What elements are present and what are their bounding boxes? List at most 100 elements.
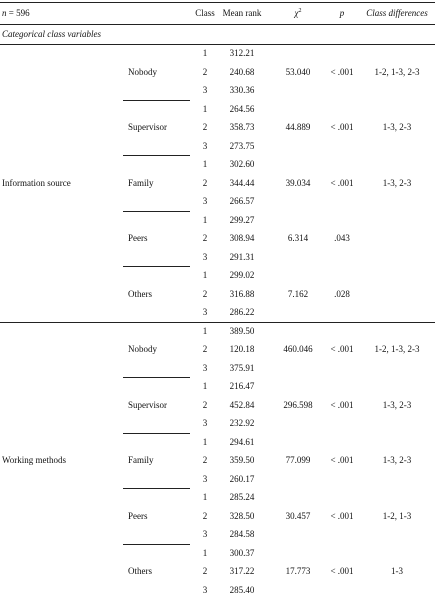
item-label: Family bbox=[128, 455, 154, 466]
mean-rank-cell: 120.18 bbox=[229, 344, 255, 355]
mean-rank-cell: 300.37 bbox=[229, 547, 255, 558]
class-cell: 2 bbox=[202, 399, 208, 410]
class-cell: 3 bbox=[202, 473, 208, 484]
class-cell: 2 bbox=[202, 122, 208, 133]
mean-rank-cell: 452.84 bbox=[229, 399, 255, 410]
top-rule bbox=[0, 2, 435, 3]
item-rule bbox=[123, 543, 190, 545]
item-label: Supervisor bbox=[128, 399, 167, 410]
mean-rank-cell: 291.31 bbox=[229, 251, 255, 262]
mean-rank-cell: 344.44 bbox=[229, 177, 255, 188]
class-cell: 1 bbox=[202, 547, 208, 558]
group-label: Information source bbox=[2, 177, 71, 188]
mean-rank-cell: 328.50 bbox=[229, 510, 255, 521]
chi2-cell: 17.773 bbox=[285, 566, 311, 577]
n-header: n = 596 bbox=[2, 6, 30, 20]
class-header: Class bbox=[195, 8, 215, 18]
class-cell: 1 bbox=[202, 48, 208, 59]
mean-rank-cell: 232.92 bbox=[229, 418, 255, 429]
mean-rank-cell: 286.22 bbox=[229, 307, 255, 318]
p-cell: < .001 bbox=[330, 344, 354, 355]
chi2-cell: 30.457 bbox=[285, 510, 311, 521]
mean-rank-cell: 316.88 bbox=[229, 288, 255, 299]
group-label: Working methods bbox=[2, 455, 67, 466]
class-cell: 2 bbox=[202, 288, 208, 299]
class-cell: 2 bbox=[202, 455, 208, 466]
mean-rank-cell: 317.22 bbox=[229, 566, 255, 577]
chi-sup: 2 bbox=[298, 8, 302, 14]
class-cell: 3 bbox=[202, 529, 208, 540]
mean-rank-cell: 285.40 bbox=[229, 584, 255, 595]
class-cell: 3 bbox=[202, 251, 208, 262]
differences-cell: 1-2, 1-3 bbox=[382, 510, 412, 521]
mean-rank-header: Mean rank bbox=[222, 8, 262, 18]
p-cell: < .001 bbox=[330, 455, 354, 466]
differences-cell: 1-3, 2-3 bbox=[382, 455, 412, 466]
mean-rank-cell: 266.57 bbox=[229, 196, 255, 207]
class-cell: 3 bbox=[202, 418, 208, 429]
item-label: Others bbox=[128, 566, 152, 577]
item-label: Peers bbox=[128, 510, 148, 521]
class-cell: 3 bbox=[202, 584, 208, 595]
class-cell: 1 bbox=[202, 436, 208, 447]
header-rule bbox=[0, 24, 435, 25]
class-cell: 2 bbox=[202, 233, 208, 244]
item-rule bbox=[123, 488, 190, 489]
class-cell: 2 bbox=[202, 177, 208, 188]
differences-header: Class differences bbox=[366, 8, 428, 18]
p-cell: < .001 bbox=[330, 66, 354, 77]
chi-header: χ2 bbox=[295, 6, 302, 20]
p-cell: < .001 bbox=[330, 399, 354, 410]
item-label: Family bbox=[128, 177, 154, 188]
mean-rank-cell: 359.50 bbox=[229, 455, 255, 466]
p-cell: < .001 bbox=[330, 566, 354, 577]
section-rule bbox=[0, 44, 435, 45]
mean-rank-cell: 260.17 bbox=[229, 473, 255, 484]
mean-rank-cell: 264.56 bbox=[229, 103, 255, 114]
differences-cell: 1-3, 2-3 bbox=[382, 399, 412, 410]
chi2-cell: 6.314 bbox=[287, 233, 309, 244]
class-cell: 1 bbox=[202, 214, 208, 225]
p-cell: < .001 bbox=[330, 122, 354, 133]
mean-rank-cell: 299.02 bbox=[229, 270, 255, 281]
chi2-cell: 77.099 bbox=[285, 455, 311, 466]
chi-symbol: χ bbox=[294, 8, 299, 18]
class-cell: 3 bbox=[202, 140, 208, 151]
class-cell: 2 bbox=[202, 66, 208, 77]
item-rule bbox=[123, 266, 190, 267]
chi2-cell: 44.889 bbox=[285, 122, 311, 133]
mean-rank-cell: 330.36 bbox=[229, 85, 255, 96]
p-cell: .043 bbox=[334, 233, 350, 244]
class-cell: 3 bbox=[202, 362, 208, 373]
item-rule bbox=[123, 432, 190, 434]
chi2-cell: 53.040 bbox=[285, 66, 311, 77]
mean-rank-cell: 284.58 bbox=[229, 529, 255, 540]
p-cell: < .001 bbox=[330, 177, 354, 188]
class-cell: 1 bbox=[202, 492, 208, 503]
mean-rank-cell: 240.68 bbox=[229, 66, 255, 77]
mean-rank-cell: 299.27 bbox=[229, 214, 255, 225]
class-cell: 1 bbox=[202, 270, 208, 281]
item-label: Others bbox=[128, 288, 152, 299]
mean-rank-cell: 302.60 bbox=[229, 159, 255, 170]
item-label: Peers bbox=[128, 233, 148, 244]
p-cell: .028 bbox=[334, 288, 350, 299]
item-rule bbox=[123, 155, 190, 156]
section-label: Categorical class variables bbox=[2, 29, 101, 39]
differences-cell: 1-3, 2-3 bbox=[382, 177, 412, 188]
item-rule bbox=[123, 210, 190, 212]
chi2-cell: 39.034 bbox=[285, 177, 311, 188]
mean-rank-cell: 216.47 bbox=[229, 381, 255, 392]
group-rule bbox=[0, 321, 435, 323]
class-cell: 2 bbox=[202, 566, 208, 577]
item-rule bbox=[123, 377, 190, 378]
chi2-cell: 460.046 bbox=[283, 344, 313, 355]
n-symbol: n bbox=[2, 8, 7, 18]
class-cell: 2 bbox=[202, 510, 208, 521]
chi2-cell: 7.162 bbox=[287, 288, 309, 299]
mean-rank-cell: 294.61 bbox=[229, 436, 255, 447]
mean-rank-cell: 358.73 bbox=[229, 122, 255, 133]
mean-rank-cell: 308.94 bbox=[229, 233, 255, 244]
differences-cell: 1-3, 2-3 bbox=[382, 122, 412, 133]
